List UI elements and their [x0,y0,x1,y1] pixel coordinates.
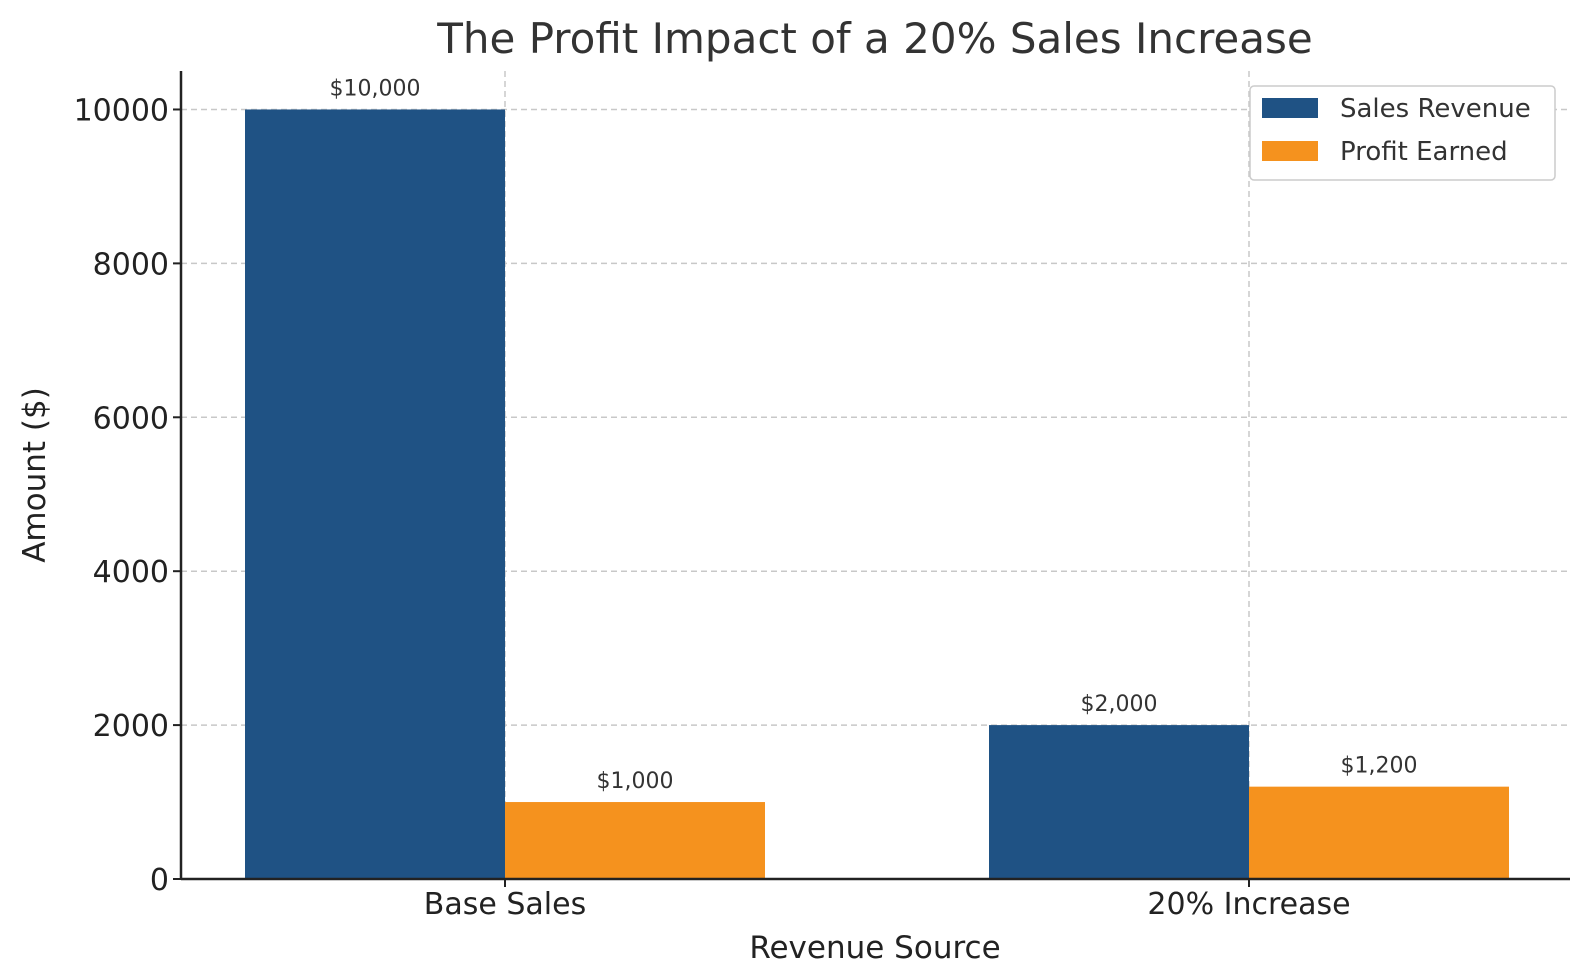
y-tick-label: 0 [150,863,169,898]
bars-layer [245,109,1509,879]
y-tick-label: 6000 [93,401,169,436]
legend-swatch-profit-earned [1262,141,1318,161]
data-label-profit-earned-base-sales: $1,000 [597,769,674,794]
y-axis-label: Amount ($) [17,387,53,563]
y-tick-label: 8000 [93,247,169,282]
chart-title: The Profit Impact of a 20% Sales Increas… [436,14,1312,63]
legend-label-profit-earned: Profit Earned [1340,137,1508,167]
bar-profit-earned-20-increase [1249,786,1509,879]
x-axis-label: Revenue Source [749,930,1000,966]
y-tick-label: 2000 [93,709,169,744]
y-tick-label: 10000 [74,93,169,128]
legend: Sales Revenue Profit Earned [1249,85,1556,181]
bar-profit-earned-base-sales [505,802,765,879]
legend-label-sales-revenue: Sales Revenue [1340,94,1531,124]
bar-sales-revenue-base-sales [245,109,505,879]
bar-sales-revenue-20-increase [989,725,1249,879]
legend-swatch-sales-revenue [1262,98,1318,118]
axes-layer [179,71,1570,881]
data-label-sales-revenue-20-increase: $2,000 [1081,692,1158,717]
ticks-layer: 0 2000 4000 6000 8000 10000 Base Sales 20% Incr… [74,93,1351,922]
x-tick-label-base-sales: Base Sales [424,887,586,922]
y-tick-label: 4000 [93,555,169,590]
data-labels-layer: $10,000 $1,000 $2,000 $1,200 [330,76,1418,794]
data-label-sales-revenue-base-sales: $10,000 [330,76,421,101]
data-label-profit-earned-20-increase: $1,200 [1341,754,1418,779]
x-tick-label-20-increase: 20% Increase [1147,887,1350,922]
legend-box [1249,85,1556,181]
